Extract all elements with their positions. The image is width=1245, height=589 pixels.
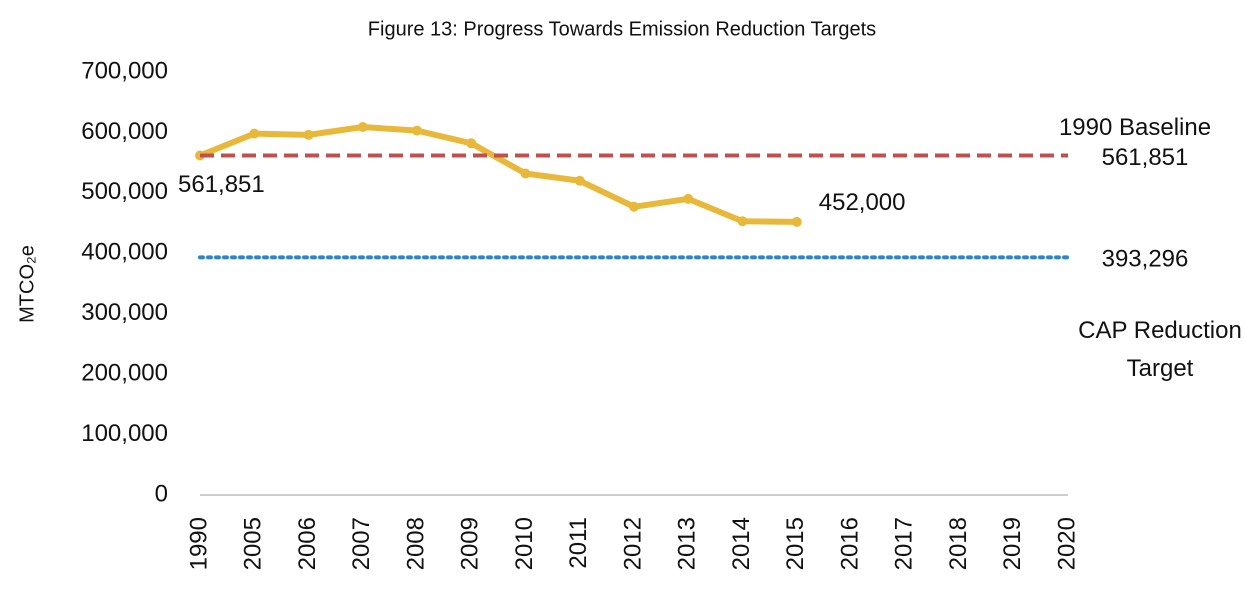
x-tick-label: 2008 <box>402 517 429 570</box>
point <box>737 216 748 227</box>
y-tick-label: 400,000 <box>81 239 168 266</box>
chart-title: Figure 13: Progress Towards Emission Red… <box>368 18 876 40</box>
x-tick-label: 2018 <box>945 517 972 570</box>
baseline-annotation: 1990 Baseline <box>1059 114 1211 141</box>
data-label: 452,000 <box>819 189 906 216</box>
y-tick-label: 200,000 <box>81 359 168 386</box>
x-tick-label: 2016 <box>836 517 863 570</box>
x-tick-label: 2010 <box>511 517 538 570</box>
data-label: 393,296 <box>1102 246 1189 273</box>
x-tick-label: 2012 <box>619 517 646 570</box>
point <box>683 193 694 204</box>
y-axis-label: MTCO₂e <box>16 245 38 323</box>
point <box>574 175 585 186</box>
line <box>198 123 797 225</box>
point <box>412 125 422 136</box>
point <box>249 128 260 139</box>
y-tick-label: 500,000 <box>81 178 168 205</box>
target-annotation: CAP Reduction Target <box>1078 317 1242 382</box>
point <box>629 201 639 212</box>
x-tick-label: 2009 <box>457 517 484 570</box>
point <box>466 138 477 149</box>
y-tick-label: 600,000 <box>81 118 168 145</box>
x-tick-label: 2017 <box>891 517 918 570</box>
x-tick-label: 2005 <box>240 517 267 570</box>
y-tick-label: 300,000 <box>81 299 168 326</box>
x-tick-label: 2011 <box>565 517 592 569</box>
x-tick-label: 2006 <box>294 517 321 570</box>
point <box>303 129 314 140</box>
y-tick-label: 100,000 <box>81 420 168 447</box>
y-tick-label: 700,000 <box>81 57 168 84</box>
x-tick-label: 2014 <box>728 517 755 570</box>
x-tick-label: 2007 <box>348 517 375 570</box>
data-label: 561,851 <box>178 171 265 198</box>
x-tick-label: 2015 <box>782 517 809 570</box>
x-tick-label: 2020 <box>1053 517 1080 570</box>
point <box>520 168 531 179</box>
x-tick-label: 2013 <box>674 517 701 570</box>
y-tick-label: 0 <box>155 480 168 507</box>
data-label: 561,851 <box>1102 144 1189 171</box>
x-tick-label: 2019 <box>999 517 1026 570</box>
x-tick-label: 1990 <box>185 517 212 570</box>
point <box>791 216 802 227</box>
point <box>357 121 368 132</box>
